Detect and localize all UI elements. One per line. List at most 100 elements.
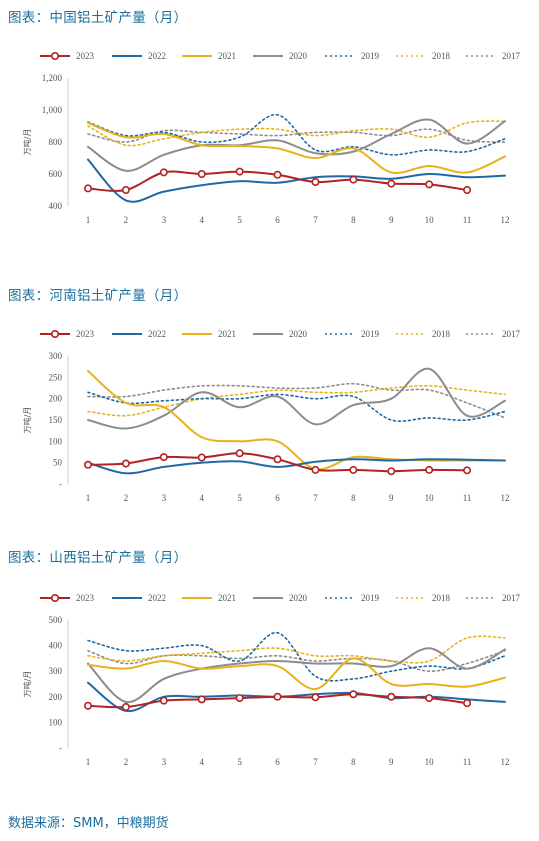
series-line-2017 bbox=[87, 649, 506, 673]
legend-label-2023: 2023 bbox=[76, 593, 95, 603]
x-tick-label: 5 bbox=[237, 215, 242, 225]
y-tick-label: 50 bbox=[53, 458, 63, 468]
chart-3-svg: 2023 2022 2021 2020 2019 2018 2017 - 100 200 300 40… bbox=[22, 593, 521, 767]
data-point-2023 bbox=[121, 459, 130, 468]
y-tick-label: 1,200 bbox=[42, 73, 63, 83]
x-tick-label: 5 bbox=[237, 493, 242, 503]
data-point-2023 bbox=[463, 466, 472, 475]
x-tick-label: 7 bbox=[313, 493, 318, 503]
legend-label-2018: 2018 bbox=[432, 329, 451, 339]
x-tick-label: 1 bbox=[86, 493, 91, 503]
x-tick-label: 4 bbox=[199, 757, 204, 767]
legend-label-2018: 2018 bbox=[432, 51, 451, 61]
data-point-2023 bbox=[311, 465, 320, 474]
data-point-2023 bbox=[159, 168, 168, 177]
x-tick-label: 6 bbox=[275, 215, 280, 225]
x-tick-label: 9 bbox=[389, 493, 394, 503]
legend-label-2019: 2019 bbox=[361, 593, 380, 603]
legend-label-2022: 2022 bbox=[148, 329, 166, 339]
legend-label-2023: 2023 bbox=[76, 51, 95, 61]
x-tick-label: 7 bbox=[313, 757, 318, 767]
chart-3-title: 图表：山西铝土矿产量（月） bbox=[8, 550, 188, 566]
legend-label-2020: 2020 bbox=[289, 51, 308, 61]
legend-label-2020: 2020 bbox=[289, 593, 308, 603]
y-tick-label: 200 bbox=[49, 692, 63, 702]
data-point-2023 bbox=[425, 465, 434, 474]
data-point-2023 bbox=[273, 692, 282, 701]
chart-1-title: 图表：中国铝土矿产量（月） bbox=[8, 10, 188, 26]
series-line-2022 bbox=[87, 158, 506, 203]
data-point-2023 bbox=[463, 699, 472, 708]
legend-label-2023: 2023 bbox=[76, 329, 95, 339]
data-point-2023 bbox=[121, 186, 130, 195]
data-point-2023 bbox=[84, 184, 93, 193]
data-point-2023 bbox=[387, 179, 396, 188]
data-point-2023 bbox=[311, 178, 320, 187]
series-line-2021 bbox=[87, 657, 506, 691]
x-tick-label: 10 bbox=[425, 215, 435, 225]
data-point-2023 bbox=[349, 175, 358, 184]
data-point-2023 bbox=[121, 703, 130, 712]
x-tick-label: 10 bbox=[425, 757, 435, 767]
y-tick-label: 100 bbox=[49, 717, 63, 727]
x-tick-label: 8 bbox=[351, 215, 356, 225]
data-point-2023 bbox=[273, 455, 282, 464]
legend-marker-2023 bbox=[50, 52, 59, 61]
x-tick-label: 3 bbox=[162, 757, 167, 767]
x-tick-label: 9 bbox=[389, 757, 394, 767]
y-tick-label: - bbox=[59, 479, 62, 489]
series-line-2020 bbox=[87, 647, 506, 703]
y-tick-label: - bbox=[59, 743, 62, 753]
data-point-2023 bbox=[197, 453, 206, 462]
y-tick-label: 100 bbox=[49, 436, 63, 446]
data-point-2023 bbox=[159, 696, 168, 705]
y-tick-label: 300 bbox=[49, 666, 63, 676]
series-line-2019 bbox=[87, 391, 506, 422]
x-tick-label: 11 bbox=[463, 215, 472, 225]
series-line-2020 bbox=[87, 367, 506, 430]
data-point-2023 bbox=[425, 694, 434, 703]
data-point-2023 bbox=[197, 695, 206, 704]
y-tick-label: 250 bbox=[49, 372, 63, 382]
data-point-2023 bbox=[463, 186, 472, 195]
data-point-2023 bbox=[387, 467, 396, 476]
series-line-2018 bbox=[87, 120, 506, 147]
legend-label-2020: 2020 bbox=[289, 329, 308, 339]
x-tick-label: 1 bbox=[86, 215, 91, 225]
legend-label-2021: 2021 bbox=[218, 593, 236, 603]
y-tick-label: 800 bbox=[49, 137, 63, 147]
legend-label-2021: 2021 bbox=[218, 51, 236, 61]
x-tick-label: 12 bbox=[501, 215, 510, 225]
x-tick-label: 2 bbox=[124, 215, 129, 225]
series-line-2017 bbox=[87, 128, 506, 143]
y-axis-label: 万吨/月 bbox=[22, 671, 32, 698]
y-axis-label: 万吨/月 bbox=[22, 407, 32, 434]
legend-label-2017: 2017 bbox=[502, 593, 521, 603]
x-tick-label: 8 bbox=[351, 493, 356, 503]
x-tick-label: 7 bbox=[313, 215, 318, 225]
data-point-2023 bbox=[235, 694, 244, 703]
data-point-2023 bbox=[349, 465, 358, 474]
legend-label-2017: 2017 bbox=[502, 329, 521, 339]
legend-label-2017: 2017 bbox=[502, 51, 521, 61]
data-point-2023 bbox=[311, 693, 320, 702]
y-tick-label: 300 bbox=[49, 351, 63, 361]
series-line-2019 bbox=[87, 631, 506, 682]
x-tick-label: 6 bbox=[275, 493, 280, 503]
x-tick-label: 3 bbox=[162, 215, 167, 225]
series-line-2018 bbox=[87, 385, 506, 417]
legend-marker-2023 bbox=[50, 594, 59, 603]
x-tick-label: 1 bbox=[86, 757, 91, 767]
x-tick-label: 10 bbox=[425, 493, 435, 503]
series-line-2019 bbox=[87, 113, 506, 156]
y-axis-label: 万吨/月 bbox=[22, 129, 32, 156]
series-line-2018 bbox=[87, 635, 506, 664]
source-note: 数据来源：SMM，中粮期货 bbox=[8, 816, 169, 831]
data-point-2023 bbox=[235, 167, 244, 176]
x-tick-label: 4 bbox=[199, 493, 204, 503]
data-point-2023 bbox=[273, 170, 282, 179]
x-tick-label: 9 bbox=[389, 215, 394, 225]
data-point-2023 bbox=[84, 460, 93, 469]
x-tick-label: 11 bbox=[463, 757, 472, 767]
series-line-2020 bbox=[87, 118, 506, 172]
